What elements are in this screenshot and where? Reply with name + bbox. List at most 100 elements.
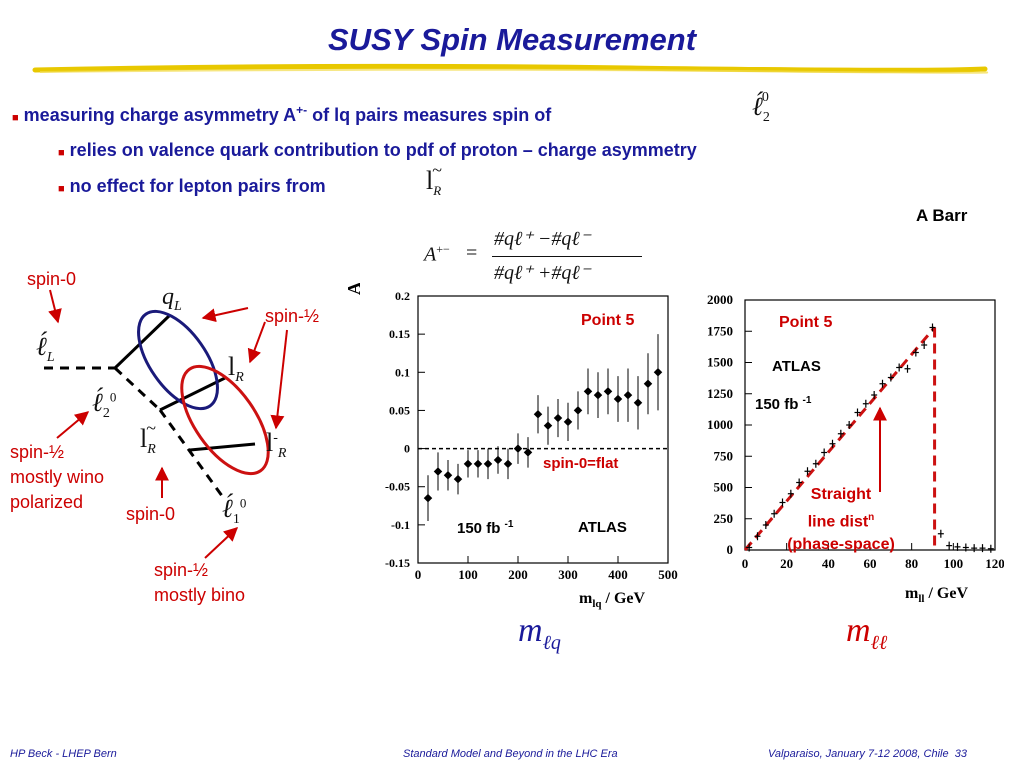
chart1-y-tick-label: 0.2: [395, 289, 410, 303]
chart2-x-ticks: 0 20 40 60 80 100 120: [742, 543, 1004, 571]
slepton-line: [158, 409, 227, 501]
chart1-x-tick-label: 300: [558, 567, 578, 582]
chart1-lumi: 150 fb -1: [457, 519, 514, 537]
asymmetry-formula: A+− = #qℓ⁺ −#qℓ⁻ #qℓ⁺ +#qℓ⁻: [424, 226, 644, 286]
chart1-x-tick-label: 500: [658, 567, 678, 582]
chart1-point: [643, 379, 653, 388]
chart2-y-tick-label: 1000: [707, 417, 733, 432]
chart1-point-label: Point 5: [581, 312, 635, 329]
chart2-fit-diagonal: [743, 326, 936, 551]
chart1-frame: [417, 295, 669, 564]
footer-location: Valparaiso, January 7-12 2008, Chile 33: [768, 748, 967, 760]
chart2-y-tick-label: 500: [714, 480, 734, 495]
symbol-lepton-R: lR: [228, 352, 244, 386]
chart2-y-tick-label: 250: [714, 511, 734, 526]
title-underline: [32, 63, 988, 74]
m-lq-label: mℓq: [518, 612, 561, 654]
chart1-point: [553, 413, 563, 423]
bullet-1: ■ measuring charge asymmetry A+- of lq p…: [12, 103, 551, 126]
chart1-x-tick-label: 200: [508, 567, 528, 582]
fraction-bar: [492, 256, 642, 257]
formula-denominator: #qℓ⁺ +#qℓ⁻: [494, 262, 591, 284]
chart2-x-tick-label: 20: [780, 556, 793, 571]
neutralino2-line: [113, 366, 162, 412]
chart2-y-tick-label: 1750: [707, 323, 733, 338]
chart1-y-tick-label: -0.15: [385, 556, 410, 570]
chart1-xlabel: mlq / GeV: [579, 590, 646, 610]
chart2-y-ticks: 0 250 500 750 1000 1250 1500 1750 2000: [707, 292, 752, 557]
chart1-y-tick-label: 0.1: [395, 365, 410, 379]
chart1-x-tick-label: 0: [415, 567, 422, 582]
chart2-x-tick-label: 120: [985, 556, 1004, 571]
symbol-slepton-R: lR ~: [140, 418, 156, 458]
chart1-point: [623, 390, 633, 400]
chart1-x-ticks: 0 100 200 300 400 500: [415, 556, 678, 582]
bullet-1-text: measuring charge asymmetry A: [23, 105, 297, 125]
bullet-3: ■ no effect for lepton pairs from: [58, 176, 326, 197]
chart1-x-tick-label: 100: [458, 567, 478, 582]
chart2-y-tick-label: 0: [727, 542, 734, 557]
quark-lepton-ellipse: [137, 309, 219, 411]
chart2-x-tick-label: 40: [822, 556, 835, 571]
bullet-marker: ■: [58, 147, 65, 159]
symbol-q-L: qL: [162, 284, 182, 314]
chart2-x-tick-label: 80: [905, 556, 918, 571]
label-mostly-bino: mostly bino: [154, 585, 246, 605]
chart1-point: [433, 467, 443, 476]
label-spin-half-bino: spin-½ mostly bino: [154, 558, 245, 608]
label-spin-half-top: spin-½: [265, 306, 320, 326]
bullet-3-text: no effect for lepton pairs from: [69, 176, 326, 196]
chart1-point: [513, 444, 523, 453]
chart1-points: [423, 334, 663, 522]
chart1-point: [503, 459, 513, 469]
chart1-y-tick-label: 0: [404, 442, 410, 456]
lepton-far-line: [189, 442, 256, 452]
slepton-symbol: lR ~: [426, 160, 442, 199]
chart1-point: [543, 421, 553, 430]
arrow-to-quark: [201, 307, 249, 323]
chart1-point: [423, 493, 433, 503]
arrow-spin0-top: [48, 289, 62, 324]
dilepton-ellipse: [180, 364, 270, 476]
chart1-ylabel: A+-: [346, 283, 364, 295]
arrow-to-wino: [56, 411, 90, 439]
chart1-point: [533, 410, 543, 419]
bullet-2: ■ relies on valence quark contribution t…: [58, 140, 697, 161]
symbol-squark-L: ℓ́L: [36, 332, 55, 366]
chart2-xlabel: mll / GeV: [905, 585, 968, 605]
chart1-point: [563, 417, 573, 427]
formula-equals: =: [466, 242, 478, 264]
chart2-x-tick-label: 0: [742, 556, 749, 571]
bullet-marker: ■: [12, 112, 19, 124]
label-spin0-bottom: spin-0: [126, 504, 176, 524]
bullet-2-text: relies on valence quark contribution to …: [69, 140, 697, 160]
chart1-y-ticks: -0.15 -0.1 -0.05 0 0.05 0.1 0.15 0.2: [385, 289, 425, 570]
chart2-y-tick-label: 1250: [707, 386, 733, 401]
chart1-point: [443, 471, 453, 480]
chart2-y-tick-label: 2000: [707, 292, 733, 307]
chart1-point: [523, 448, 533, 457]
chart1-y-tick-label: -0.1: [391, 518, 410, 532]
arrow-to-bino: [204, 527, 239, 559]
label-spin0-top: spin-0: [27, 269, 77, 289]
dilepton-mass-chart: 0 250 500 750 1000 1250 1500 1750 2000 0 20 40 60 80…: [707, 292, 1004, 605]
chart1-y-tick-label: -0.05: [385, 480, 410, 494]
chart1-point: [603, 387, 613, 396]
arrow-to-lepton: [270, 329, 288, 430]
chart1-point: [473, 459, 483, 469]
bullet-marker: ■: [58, 183, 65, 195]
chart2-point-label: Point 5: [779, 314, 833, 331]
author-credit: A Barr: [916, 206, 968, 225]
arrow-to-slepton: [247, 321, 266, 364]
chart1-y-tick-label: 0.15: [389, 327, 410, 341]
quark-line: [113, 313, 172, 370]
footer-author: HP Beck - LHEP Bern: [10, 748, 117, 760]
slide-title: SUSY Spin Measurement: [327, 22, 697, 57]
chart1-point: [633, 398, 643, 408]
footer-conference: Standard Model and Beyond in the LHC Era: [403, 748, 618, 760]
decay-diagram: [44, 289, 288, 559]
chart1-point: [453, 474, 463, 484]
chart1-point: [613, 394, 623, 404]
bullet-1-sup: +-: [296, 103, 308, 117]
chart1-experiment: ATLAS: [578, 519, 627, 536]
